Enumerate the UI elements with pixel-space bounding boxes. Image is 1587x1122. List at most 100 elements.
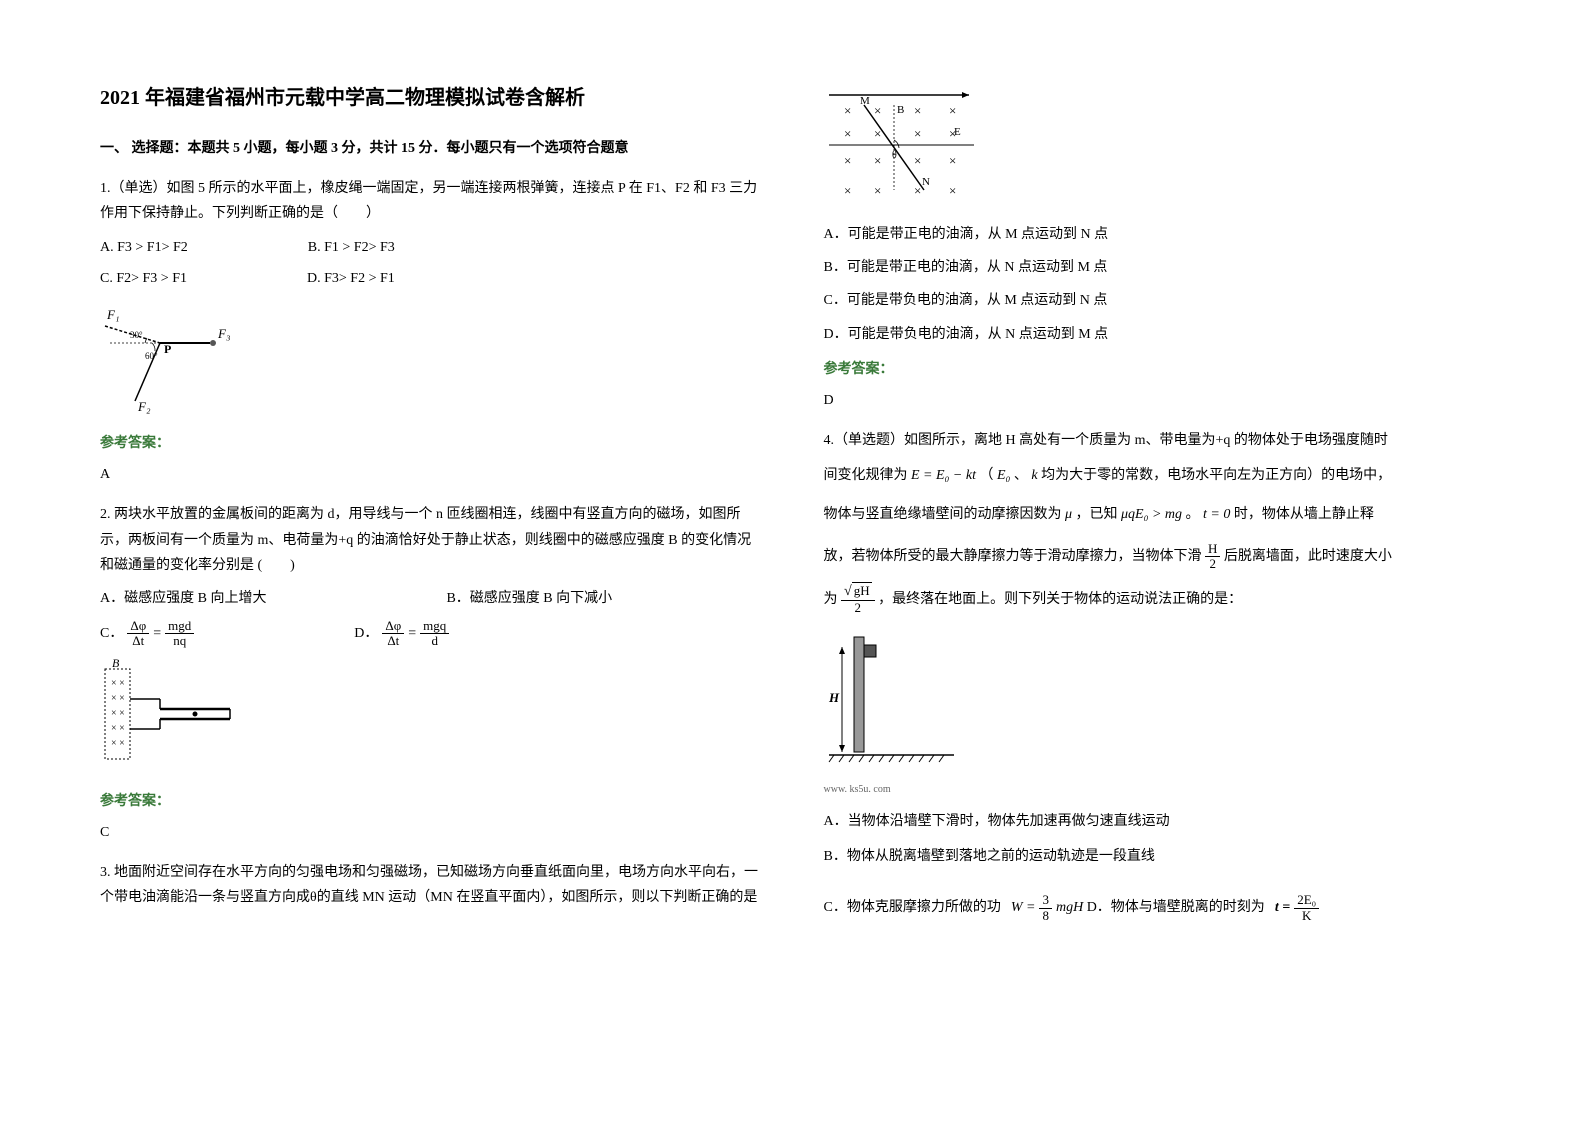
- q4-mu: μ: [1065, 507, 1072, 522]
- q4-optC-lhs: W =: [1011, 895, 1036, 920]
- q3-options: A．可能是带正电的油滴，从 M 点运动到 N 点 B．可能是带正电的油滴，从 N…: [824, 222, 1488, 413]
- q4-optD-num: 2E₀: [1294, 893, 1319, 908]
- q4-p5: 为 √gH 2 ，最终落在地面上。则下列关于物体的运动说法正确的是：: [824, 582, 1488, 617]
- q3-figure: × × × × × × × × × × × × × × × × M B E N …: [824, 90, 1488, 210]
- q3-optD: D．可能是带负电的油滴，从 N 点运动到 M 点: [824, 322, 1488, 347]
- question-1: 1.（单选）如图 5 所示的水平面上，橡皮绳一端固定，另一端连接两根弹簧，连接点…: [100, 176, 764, 487]
- svg-text:×: ×: [874, 103, 881, 118]
- q4-p3b: ，已知: [1076, 507, 1118, 522]
- q4-p2d: 、: [1014, 468, 1028, 483]
- q2-optD-rhs-den: d: [420, 634, 449, 648]
- q4-p4a: 放，若物体所受的最大静摩擦力等于滑动摩擦力，当物体下滑: [824, 549, 1202, 564]
- q4-p3d: t = 0: [1203, 507, 1230, 522]
- svg-text:60°: 60°: [145, 351, 158, 361]
- q4-h2-den: 2: [1205, 557, 1220, 571]
- svg-text:×: ×: [874, 183, 881, 198]
- q4-optC-den: 8: [1039, 909, 1052, 923]
- answer-label-3: 参考答案：: [824, 357, 1488, 382]
- svg-text:F₃: F₃: [217, 326, 230, 341]
- exam-title: 2021 年福建省福州市元载中学高二物理模拟试卷含解析: [100, 80, 764, 116]
- q4-formula1: E = E₀ − kt: [911, 468, 976, 483]
- svg-text:F₂: F₂: [137, 399, 151, 414]
- svg-text:×: ×: [949, 153, 956, 168]
- q4-optA: A．当物体沿墙壁下滑时，物体先加速再做匀速直线运动: [824, 809, 1488, 834]
- svg-text:B: B: [112, 659, 120, 670]
- q4-optC-num: 3: [1039, 893, 1052, 908]
- svg-text:×: ×: [949, 183, 956, 198]
- q4-p2b: （: [979, 468, 993, 483]
- svg-text:× ×: × ×: [111, 708, 125, 719]
- q4-optC-rhs: mgH: [1056, 895, 1083, 920]
- svg-text:×: ×: [914, 126, 921, 141]
- q2-optC-prefix: C．: [100, 621, 123, 646]
- q4-optB: B．物体从脱离墙壁到落地之前的运动轨迹是一段直线: [824, 844, 1488, 869]
- q2-optC-eq: =: [153, 621, 161, 646]
- svg-text:B: B: [897, 104, 904, 116]
- q1-answer: A: [100, 462, 764, 487]
- q4-p3c: 。: [1186, 507, 1200, 522]
- q4-optD-den: K: [1294, 909, 1319, 923]
- svg-text:N: N: [922, 176, 930, 188]
- svg-text:× ×: × ×: [111, 723, 125, 734]
- q2-optB: B．磁感应强度 B 向下减小: [446, 586, 612, 611]
- svg-text:×: ×: [874, 153, 881, 168]
- q2-figure: B × × × × × × × × × ×: [100, 659, 764, 779]
- q1-optC: C. F2> F3 > F1: [100, 266, 187, 291]
- svg-text:θ: θ: [892, 150, 897, 161]
- q2-optA: A．磁感应强度 B 向上增大: [100, 586, 266, 611]
- svg-text:×: ×: [844, 153, 851, 168]
- svg-text:H: H: [828, 690, 840, 705]
- svg-text:× ×: × ×: [111, 738, 125, 749]
- q4-formula2: μqE₀ > mg: [1121, 507, 1182, 522]
- q2-optC-rhs-num: mgd: [165, 619, 194, 634]
- svg-text:×: ×: [844, 103, 851, 118]
- q4-p4b: 后脱离墙面，此时速度大小: [1224, 549, 1392, 564]
- q2-text: 2. 两块水平放置的金属板间的距离为 d，用导线与一个 n 匝线圈相连，线圈中有…: [100, 502, 764, 578]
- q3-text: 3. 地面附近空间存在水平方向的匀强电场和匀强磁场，已知磁场方向垂直纸面向里，电…: [100, 860, 764, 910]
- question-2: 2. 两块水平放置的金属板间的距离为 d，用导线与一个 n 匝线圈相连，线圈中有…: [100, 502, 764, 845]
- q3-optB: B．可能是带正电的油滴，从 N 点运动到 M 点: [824, 255, 1488, 280]
- q2-optC-lhs-num: Δφ: [127, 619, 149, 634]
- svg-text:×: ×: [949, 103, 956, 118]
- q4-optC-prefix: C．物体克服摩擦力所做的功: [824, 895, 1001, 920]
- q4-p2a: 间变化规律为: [824, 468, 908, 483]
- svg-text:× ×: × ×: [111, 693, 125, 704]
- q3-optA: A．可能是带正电的油滴，从 M 点运动到 N 点: [824, 222, 1488, 247]
- q2-optC-lhs-den: Δt: [127, 634, 149, 648]
- q2-answer: C: [100, 820, 764, 845]
- q4-optC: C．物体克服摩擦力所做的功 W = 3 8 mgH: [824, 893, 1084, 923]
- svg-text:×: ×: [844, 126, 851, 141]
- q4-figure: H www. ks5u. com: [824, 627, 1488, 799]
- q4-p2e: k: [1031, 468, 1037, 483]
- q4-h2-num: H: [1205, 542, 1220, 557]
- q3-optC: C．可能是带负电的油滴，从 M 点运动到 N 点: [824, 288, 1488, 313]
- q4-optD-prefix: D．物体与墙壁脱离的时刻为: [1087, 895, 1265, 920]
- q1-optB: B. F1 > F2> F3: [308, 235, 395, 260]
- q1-optD: D. F3> F2 > F1: [307, 266, 395, 291]
- q2-optC-rhs-den: nq: [165, 634, 194, 648]
- q4-p3e: 时，物体从墙上静止释: [1234, 507, 1374, 522]
- svg-text:× ×: × ×: [111, 678, 125, 689]
- q2-optC: C． Δφ Δt = mgd nq: [100, 619, 194, 649]
- watermark: www. ks5u. com: [824, 781, 1488, 799]
- q1-optA: A. F3 > F1> F2: [100, 235, 188, 260]
- q2-optD-lhs-num: Δφ: [382, 619, 404, 634]
- q4-sqrt: √gH: [841, 584, 875, 600]
- q4-p1: 4.（单选题）如图所示，离地 H 高处有一个质量为 m、带电量为+q 的物体处于…: [824, 428, 1488, 453]
- q4-p2: 间变化规律为 E = E₀ − kt （ E₀ 、 k 均为大于零的常数，电场水…: [824, 461, 1488, 492]
- q1-text: 1.（单选）如图 5 所示的水平面上，橡皮绳一端固定，另一端连接两根弹簧，连接点…: [100, 176, 764, 226]
- section-header: 一、 选择题：本题共 5 小题，每小题 3 分，共计 15 分．每小题只有一个选…: [100, 136, 764, 161]
- q4-optD-lhs: t =: [1275, 895, 1290, 920]
- svg-text:×: ×: [914, 153, 921, 168]
- answer-label: 参考答案：: [100, 431, 764, 456]
- q4-p5b: ，最终落在地面上。则下列关于物体的运动说法正确的是：: [878, 592, 1242, 607]
- q2-optD-lhs-den: Δt: [382, 634, 404, 648]
- q4-p4: 放，若物体所受的最大静摩擦力等于滑动摩擦力，当物体下滑 H 2 后脱离墙面，此时…: [824, 539, 1488, 574]
- q3-answer: D: [824, 388, 1488, 413]
- svg-text:×: ×: [914, 103, 921, 118]
- q1-figure: F₁ F₃ F₂ 30° 60° P: [100, 301, 764, 421]
- q4-optD: D．物体与墙壁脱离的时刻为 t = 2E₀ K: [1087, 893, 1319, 923]
- q2-optD-eq: =: [408, 621, 416, 646]
- q2-optD-rhs-num: mgq: [420, 619, 449, 634]
- q4-p3: 物体与竖直绝缘墙壁间的动摩擦因数为 μ ，已知 μqE₀ > mg 。 t = …: [824, 500, 1488, 531]
